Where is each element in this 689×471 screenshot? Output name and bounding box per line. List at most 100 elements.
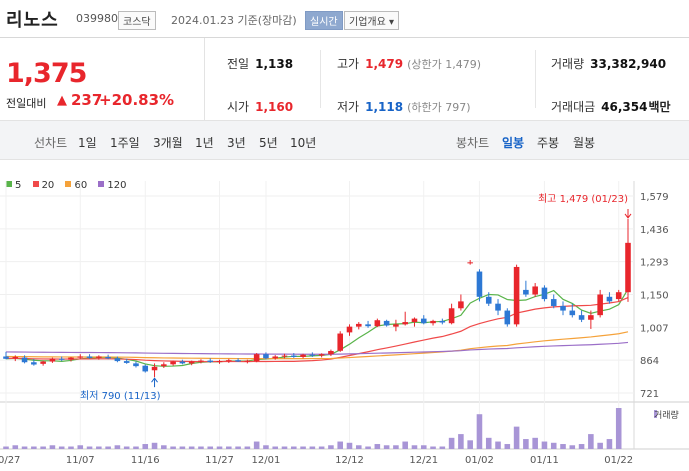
high-stat: 고가 1,479 (상한가 1,479) <box>337 55 481 72</box>
volume-bar <box>170 446 176 449</box>
swatch-icon <box>32 181 39 187</box>
volume-bar <box>532 437 538 449</box>
candle-body <box>96 356 102 358</box>
volume-bar <box>216 446 223 449</box>
low-label: 저가 <box>337 100 360 114</box>
volume-bar <box>513 426 520 449</box>
volume-bar <box>346 442 353 449</box>
volume-bar <box>458 434 464 449</box>
candle-body <box>244 360 251 362</box>
x-tick-label: 11/07 <box>66 455 95 466</box>
candle-body <box>365 324 371 327</box>
candle-chart-heading: 봉차트 <box>456 136 490 150</box>
volume-bar <box>476 414 483 449</box>
tab-daily[interactable]: 일봉 <box>502 136 525 150</box>
volume-bar <box>123 446 130 449</box>
volume-bar <box>420 445 427 449</box>
candle-body <box>58 358 65 360</box>
low-value: 1,118 <box>365 100 404 114</box>
volume-bar <box>105 446 111 449</box>
tab-5year[interactable]: 5년 <box>259 136 278 150</box>
volume-bar <box>300 446 306 449</box>
x-tick-label: 10/27 <box>0 455 20 466</box>
candle-body <box>151 366 158 371</box>
tab-weekly[interactable]: 주봉 <box>537 136 560 150</box>
high-label: 고가 <box>337 57 360 71</box>
x-tick-label: 11/27 <box>205 455 234 466</box>
candle-body <box>374 320 381 327</box>
volume-bar <box>68 446 74 449</box>
volume-bar <box>374 444 381 449</box>
candle-body <box>253 354 260 362</box>
candle-body <box>179 361 186 364</box>
tab-monthly[interactable]: 월봉 <box>573 136 596 150</box>
volume-bar <box>588 434 594 449</box>
x-tick-label: 01/22 <box>604 455 633 466</box>
volume-bar <box>606 439 613 449</box>
candle-body <box>355 323 362 327</box>
volume-bar <box>550 442 557 449</box>
candle-body <box>448 308 455 324</box>
candle-body <box>328 350 334 355</box>
volume-bar <box>133 446 139 449</box>
y-tick-label: 1,150 <box>640 291 669 302</box>
legend-ma20: 20 <box>32 180 54 191</box>
volume-bar <box>402 441 408 449</box>
tab-1year[interactable]: 1년 <box>195 136 214 150</box>
open-label: 시가 <box>227 100 250 114</box>
x-tick-label: 01/11 <box>530 455 559 466</box>
tab-1day[interactable]: 1일 <box>78 136 97 150</box>
candle-body <box>68 357 74 360</box>
stock-name: 리노스 <box>6 10 59 31</box>
candle-body <box>77 356 84 358</box>
stock-header: 리노스 039980 코스닥 2024.01.23 기준(장마감) 실시간 기업… <box>0 0 689 38</box>
x-tick-label: 12/01 <box>252 455 281 466</box>
volume-bar <box>578 444 585 449</box>
market-badge: 코스닥 <box>118 11 156 30</box>
change-label: 전일대비 <box>6 97 47 110</box>
candle-body <box>318 354 325 356</box>
prev-close-stat: 전일 1,138 <box>227 55 293 72</box>
prev-close-label: 전일 <box>227 57 250 71</box>
tab-3month[interactable]: 3개월 <box>153 136 183 150</box>
volume-value: 33,382,940 <box>590 57 667 71</box>
candle-body <box>597 294 603 316</box>
tab-3year[interactable]: 3년 <box>227 136 246 150</box>
volume-bar <box>309 446 316 449</box>
candle-body <box>105 356 111 359</box>
tab-1week[interactable]: 1주일 <box>110 136 140 150</box>
candle-body <box>12 356 19 359</box>
company-info-dropdown[interactable]: 기업개요 ▾ <box>344 11 399 30</box>
x-tick-label: 11/16 <box>131 455 160 466</box>
tab-10year[interactable]: 10년 <box>290 136 317 150</box>
volume-bar <box>411 445 418 449</box>
volume-bar <box>58 446 65 449</box>
price-chart[interactable]: 1,579 1,436 1,293 1,150 1,007 864 721 10/27 11/0… <box>0 181 689 471</box>
candle-body <box>420 318 427 324</box>
candle-body <box>337 333 343 351</box>
legend-label: 5 <box>15 180 22 191</box>
candle-body <box>485 296 492 304</box>
x-tick-label: 12/21 <box>409 455 438 466</box>
change-percent: +20.83% <box>99 91 175 109</box>
candle-body <box>3 356 9 359</box>
volume-bar <box>495 441 501 449</box>
candle-body <box>142 365 149 372</box>
price-stats: 전일 1,138 시가 1,160 고가 1,479 (상한가 1,479) 저가 1,1… <box>205 38 689 120</box>
y-tick-label: 1,436 <box>640 225 669 236</box>
realtime-button[interactable]: 실시간 <box>305 11 343 30</box>
candle-body <box>588 315 594 320</box>
ma-20-line <box>5 297 629 363</box>
low-annotation: 최저 790 (11/13) <box>80 390 161 402</box>
volume-bar <box>448 437 455 449</box>
x-tick-label: 12/12 <box>335 455 364 466</box>
open-value: 1,160 <box>255 100 294 114</box>
volume-bar <box>3 446 9 449</box>
volume-bar <box>504 444 511 449</box>
volume-bar <box>207 446 214 449</box>
volume-bar <box>439 446 446 449</box>
candle-body <box>86 356 93 358</box>
candle-body <box>495 303 501 311</box>
candle-body <box>383 320 390 326</box>
candle-body <box>207 360 214 363</box>
